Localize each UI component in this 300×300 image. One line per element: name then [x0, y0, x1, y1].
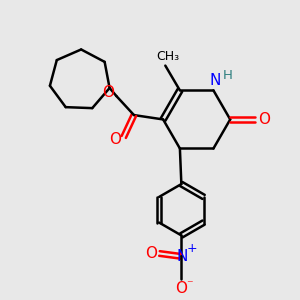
Text: CH₃: CH₃	[157, 50, 180, 63]
Text: ⁻: ⁻	[186, 278, 193, 291]
Text: O: O	[258, 112, 270, 127]
Text: N: N	[209, 73, 220, 88]
Text: +: +	[186, 242, 197, 255]
Text: N: N	[176, 249, 188, 264]
Text: O: O	[176, 281, 188, 296]
Text: H: H	[223, 69, 232, 82]
Text: O: O	[109, 132, 121, 147]
Text: O: O	[145, 246, 157, 261]
Text: O: O	[102, 85, 114, 100]
